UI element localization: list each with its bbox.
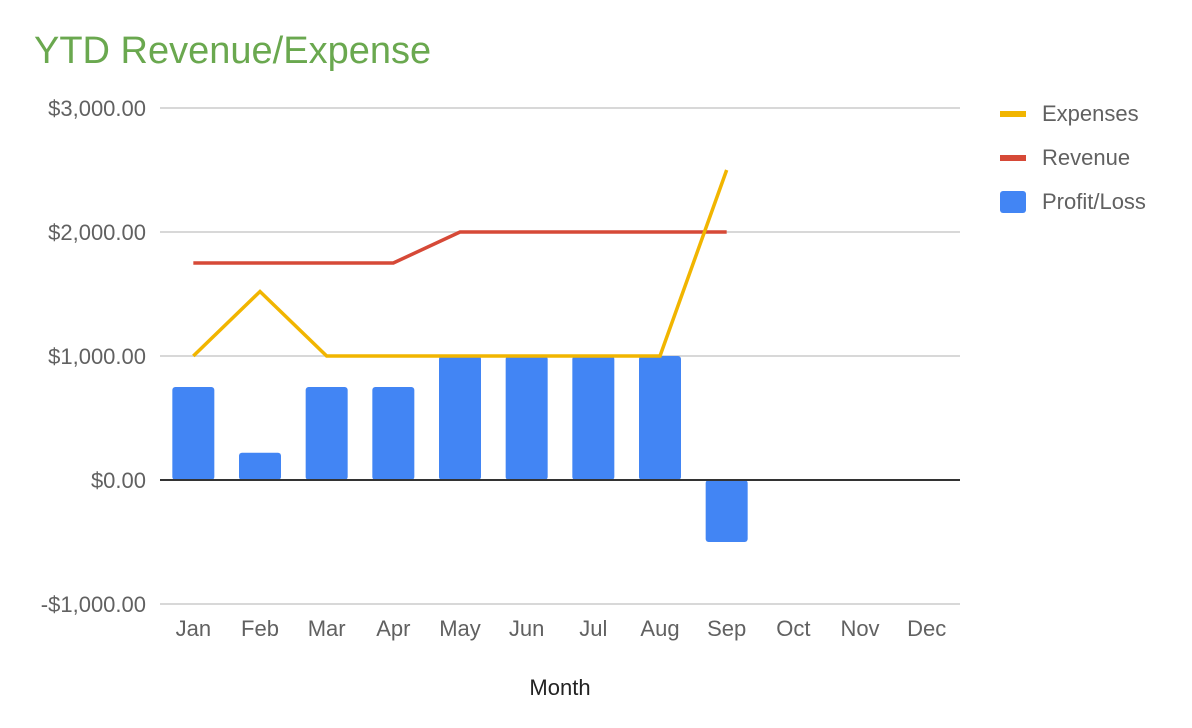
expenses-line — [192, 169, 729, 358]
bar-sep — [705, 480, 748, 542]
legend-item: Revenue — [1000, 136, 1146, 180]
x-tick-label: Nov — [840, 616, 879, 641]
y-tick-label: $2,000.00 — [48, 220, 146, 245]
bar-mar — [305, 387, 348, 480]
legend: Expenses Revenue Profit/Loss — [1000, 92, 1146, 224]
x-axis-title: Month — [529, 675, 590, 700]
x-axis-ticks: Jan Feb Mar Apr May Jun Jul Aug Sep Oct Nov Dec — [176, 616, 947, 641]
y-axis-ticks: $3,000.00 $2,000.00 $1,000.00 $0.00 -$1,000.… — [41, 96, 146, 617]
bar-may — [439, 356, 481, 480]
x-tick-label: Apr — [376, 616, 410, 641]
x-tick-label: Jul — [579, 616, 607, 641]
bar-aug — [639, 356, 681, 480]
x-tick-label: Jan — [176, 616, 211, 641]
legend-label: Revenue — [1042, 145, 1131, 170]
y-tick-label: -$1,000.00 — [41, 592, 146, 617]
bar-jan — [172, 387, 215, 480]
x-tick-label: Sep — [707, 616, 746, 641]
y-tick-label: $3,000.00 — [48, 96, 146, 121]
legend-swatch — [1000, 191, 1026, 213]
revenue-line — [193, 230, 727, 265]
legend-item: Profit/Loss — [1000, 180, 1146, 224]
y-tick-label: $1,000.00 — [48, 344, 146, 369]
chart-title: YTD Revenue/Expense — [34, 30, 432, 72]
x-tick-label: Feb — [241, 616, 279, 641]
legend-swatch — [1000, 155, 1026, 161]
legend-label: Profit/Loss — [1042, 189, 1146, 214]
legend-item: Expenses — [1000, 92, 1146, 136]
bar-feb — [239, 452, 281, 480]
bar-apr — [372, 387, 415, 480]
profit-loss-bars — [172, 356, 748, 542]
bar-jun — [505, 356, 548, 480]
x-tick-label: Dec — [907, 616, 946, 641]
legend-swatch — [1000, 111, 1026, 117]
x-tick-label: Oct — [776, 616, 810, 641]
x-tick-label: Jun — [509, 616, 544, 641]
x-tick-label: Aug — [640, 616, 679, 641]
line-series — [192, 169, 729, 358]
bar-jul — [572, 356, 615, 480]
x-tick-label: May — [439, 616, 481, 641]
legend-label: Expenses — [1042, 101, 1139, 126]
x-tick-label: Mar — [308, 616, 346, 641]
y-tick-label: $0.00 — [91, 468, 146, 493]
